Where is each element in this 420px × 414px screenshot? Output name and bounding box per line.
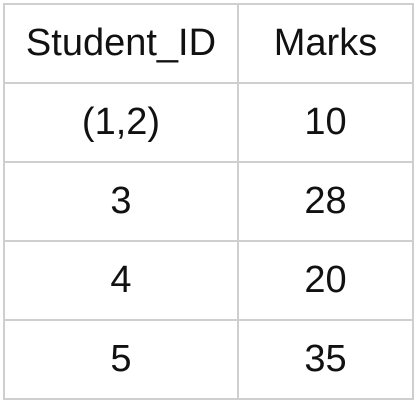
cell-marks: 10	[237, 82, 414, 163]
table-row: 4 20	[3, 240, 414, 321]
student-marks-table: Student_ID Marks (1,2) 10 3 28 4 20 5 35	[3, 3, 414, 400]
cell-student-id: 4	[3, 240, 239, 321]
table-row: 3 28	[3, 161, 414, 242]
column-header-marks: Marks	[237, 3, 414, 84]
column-header-student-id: Student_ID	[3, 3, 239, 84]
cell-student-id: 3	[3, 161, 239, 242]
cell-student-id: 5	[3, 319, 239, 400]
cell-marks: 35	[237, 319, 414, 400]
table-header-row: Student_ID Marks	[3, 3, 414, 84]
table-row: 5 35	[3, 319, 414, 400]
cell-student-id: (1,2)	[3, 82, 239, 163]
cell-marks: 20	[237, 240, 414, 321]
cell-marks: 28	[237, 161, 414, 242]
table-row: (1,2) 10	[3, 82, 414, 163]
